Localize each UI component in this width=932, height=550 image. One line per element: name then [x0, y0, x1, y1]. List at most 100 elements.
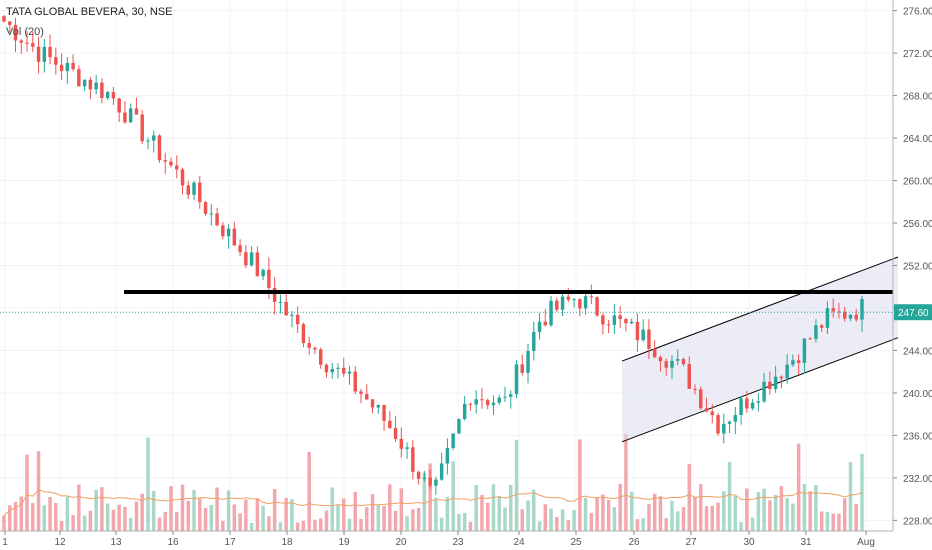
candle	[733, 406, 738, 435]
candle-body	[88, 79, 93, 90]
candle	[48, 34, 52, 65]
candle	[8, 21, 12, 33]
candle	[416, 470, 421, 485]
volume-bar	[347, 518, 352, 531]
candle	[353, 366, 357, 395]
candle-body	[295, 314, 300, 325]
candle	[658, 355, 663, 372]
volume-bar	[652, 493, 657, 531]
candle	[750, 398, 755, 411]
candle	[100, 78, 104, 104]
candle-body	[658, 357, 663, 362]
candle	[192, 181, 196, 200]
candle	[451, 433, 455, 451]
volume-bar	[25, 454, 29, 531]
volume-bar	[267, 516, 271, 531]
candle-body	[342, 367, 346, 374]
candle	[330, 363, 334, 379]
volume-bar	[854, 503, 858, 531]
candle-body	[359, 391, 363, 394]
candle	[180, 167, 185, 195]
candle	[226, 224, 231, 249]
candle	[215, 207, 219, 227]
channel-upper-line	[621, 256, 899, 362]
volume-bar	[848, 462, 853, 531]
candle	[342, 357, 346, 377]
candle	[261, 268, 265, 281]
candle	[405, 442, 409, 459]
price-channel	[621, 256, 899, 443]
volume-bar	[261, 505, 265, 531]
candle	[42, 38, 47, 73]
volume-bar	[88, 510, 93, 531]
volume-bar	[422, 472, 427, 531]
candle-body	[151, 135, 156, 141]
candle	[785, 354, 789, 384]
volume-bar	[221, 520, 225, 531]
candle-body	[670, 360, 674, 368]
candle	[111, 86, 116, 105]
candle-body	[140, 114, 144, 142]
candle	[2, 15, 6, 23]
volume-bar	[399, 488, 404, 531]
candle-body	[664, 361, 668, 368]
volume-bar	[376, 505, 381, 531]
candle-body	[249, 252, 254, 266]
candle-body	[117, 98, 121, 113]
candle-body	[819, 325, 824, 328]
candle	[77, 65, 81, 87]
time-axis: 1 12 13 16 17 18 19 20 23 24 25 26 27 30 31 Aug	[0, 530, 893, 548]
volume-bar	[324, 510, 329, 531]
volume-bar	[382, 505, 386, 531]
candle	[681, 357, 686, 367]
volume-bar	[578, 439, 582, 531]
candle	[756, 393, 761, 412]
candle	[203, 200, 208, 216]
price-tick-label: 244.00	[903, 346, 932, 357]
volume-bar	[123, 506, 127, 531]
volume-bar	[485, 502, 490, 531]
candle	[768, 371, 772, 395]
volume-bar	[831, 513, 835, 531]
candle-body	[411, 447, 415, 472]
candle-body	[733, 415, 738, 422]
candle	[134, 97, 139, 115]
candle	[716, 412, 720, 436]
candle-body	[474, 399, 478, 405]
candle	[244, 244, 248, 269]
candle-body	[422, 477, 427, 479]
volume-bar	[330, 487, 334, 531]
candle-body	[278, 301, 283, 303]
volume-bar	[560, 509, 565, 531]
volume-bar	[428, 463, 432, 531]
time-tick-label: 27	[685, 537, 697, 548]
volume-bar	[572, 509, 576, 531]
volume-bar	[768, 500, 772, 531]
candle-body	[716, 415, 720, 434]
candle	[543, 309, 548, 327]
volume-bar	[198, 498, 202, 531]
volume-bar	[238, 513, 242, 531]
price-tick-label: 256.00	[903, 219, 932, 230]
candle-body	[42, 46, 47, 62]
candle-body	[192, 182, 196, 195]
time-tick-label: 16	[167, 537, 179, 548]
candle	[722, 413, 726, 444]
candle	[699, 386, 703, 411]
candle-body	[814, 325, 818, 339]
candle-body	[848, 314, 853, 319]
volume-bar	[520, 509, 524, 531]
candle	[82, 79, 87, 92]
candle-body	[595, 297, 599, 316]
candle	[324, 363, 329, 378]
candle-body	[854, 314, 858, 320]
candle-body	[647, 329, 651, 349]
volume-ma-line	[3, 489, 863, 516]
volume-bar	[151, 490, 156, 531]
volume-bar	[624, 433, 628, 531]
volume-bar	[664, 518, 668, 531]
volume-bar	[255, 498, 260, 531]
candle	[779, 375, 784, 389]
candle-body	[244, 252, 248, 266]
volume-bar	[36, 451, 41, 531]
